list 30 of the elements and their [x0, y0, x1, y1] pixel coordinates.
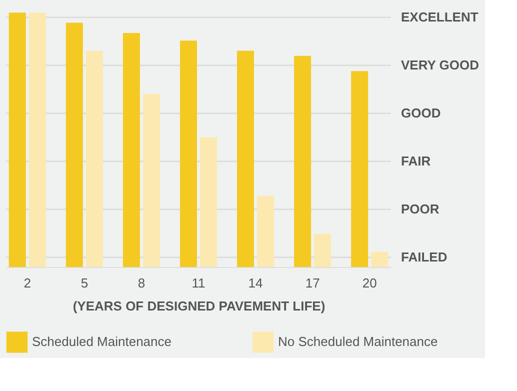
text: FAIR — [401, 153, 432, 168]
bar — [351, 71, 368, 267]
x-axis-title: (YEARS OF DESIGNED PAVEMENT LIFE) — [72, 298, 326, 314]
bar — [314, 234, 332, 267]
x-tick-label: 11 — [192, 276, 206, 290]
bar — [122, 32, 140, 267]
bar — [371, 252, 388, 267]
x-tick-label: 20 — [362, 276, 377, 290]
x-tick-label: 8 — [138, 276, 146, 290]
bar — [294, 56, 312, 267]
bar — [8, 12, 26, 267]
bar — [237, 50, 254, 267]
bar — [200, 137, 218, 267]
x-tick-label: 2 — [24, 276, 32, 290]
x-tick-label: 14 — [248, 276, 263, 290]
text: POOR — [401, 201, 440, 216]
text: GOOD — [401, 105, 441, 120]
bar — [66, 22, 83, 267]
x-tick-label: 5 — [80, 276, 88, 290]
x-tick-label: 17 — [305, 276, 320, 290]
bar — [180, 40, 197, 267]
bar — [86, 50, 103, 267]
text: VERY GOOD — [401, 57, 480, 72]
text: EXCELLENT — [401, 9, 478, 24]
legend-label: Scheduled Maintenance — [32, 334, 172, 350]
text: FAILED — [401, 249, 448, 264]
bar — [257, 196, 274, 267]
legend-label: No Scheduled Maintenance — [278, 334, 438, 350]
bar — [142, 94, 160, 267]
bar — [28, 12, 46, 267]
